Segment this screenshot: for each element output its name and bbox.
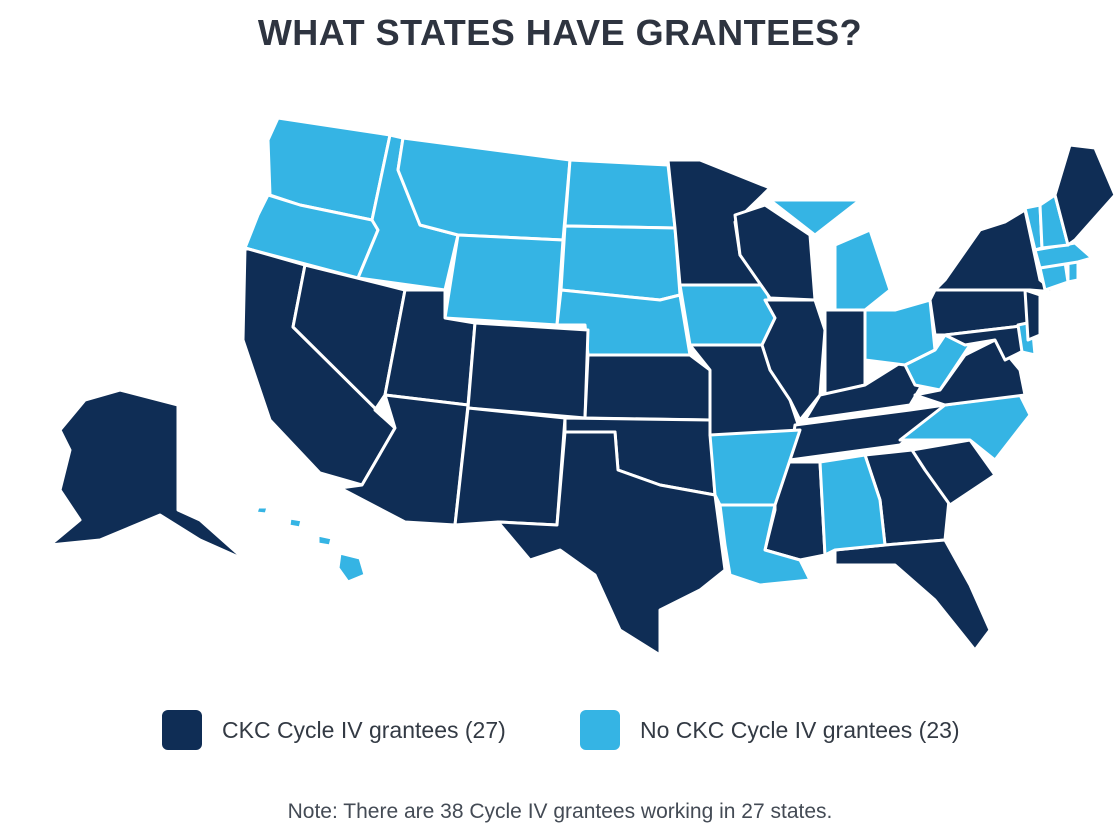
map-title: WHAT STATES HAVE GRANTEES? xyxy=(257,12,863,53)
state-KS[interactable] xyxy=(583,353,712,422)
legend-swatch-no-grantees xyxy=(580,710,620,750)
state-MI[interactable] xyxy=(768,198,892,312)
state-IL[interactable] xyxy=(760,298,827,422)
state-WY[interactable] xyxy=(443,233,565,327)
state-FL[interactable] xyxy=(833,538,992,652)
legend-item-grantees: CKC Cycle IV grantees (27) xyxy=(162,710,506,750)
state-NM[interactable] xyxy=(453,406,567,527)
state-AK[interactable] xyxy=(48,388,247,562)
state-ND[interactable] xyxy=(563,158,677,230)
state-NJ[interactable] xyxy=(1023,288,1042,342)
state-RI[interactable] xyxy=(1066,260,1080,284)
state-SD[interactable] xyxy=(559,224,682,302)
legend-label-no-grantees: No CKC Cycle IV grantees (23) xyxy=(640,716,960,743)
state-LA[interactable] xyxy=(718,503,812,587)
state-IA[interactable] xyxy=(678,283,777,347)
state-SC[interactable] xyxy=(910,438,997,507)
state-IN[interactable] xyxy=(823,308,867,397)
state-CO[interactable] xyxy=(466,321,590,420)
state-HI[interactable] xyxy=(254,505,367,584)
state-MT[interactable] xyxy=(396,136,572,242)
state-AL[interactable] xyxy=(818,453,887,557)
state-NY[interactable] xyxy=(933,208,1057,294)
state-ME[interactable] xyxy=(1053,143,1117,247)
legend-item-no-grantees: No CKC Cycle IV grantees (23) xyxy=(580,710,960,750)
legend-swatch-grantees xyxy=(162,710,202,750)
legend-label-grantees: CKC Cycle IV grantees (27) xyxy=(222,716,506,743)
state-TX[interactable] xyxy=(496,430,727,657)
footnote: Note: There are 38 Cycle IV grantees wor… xyxy=(287,800,833,823)
